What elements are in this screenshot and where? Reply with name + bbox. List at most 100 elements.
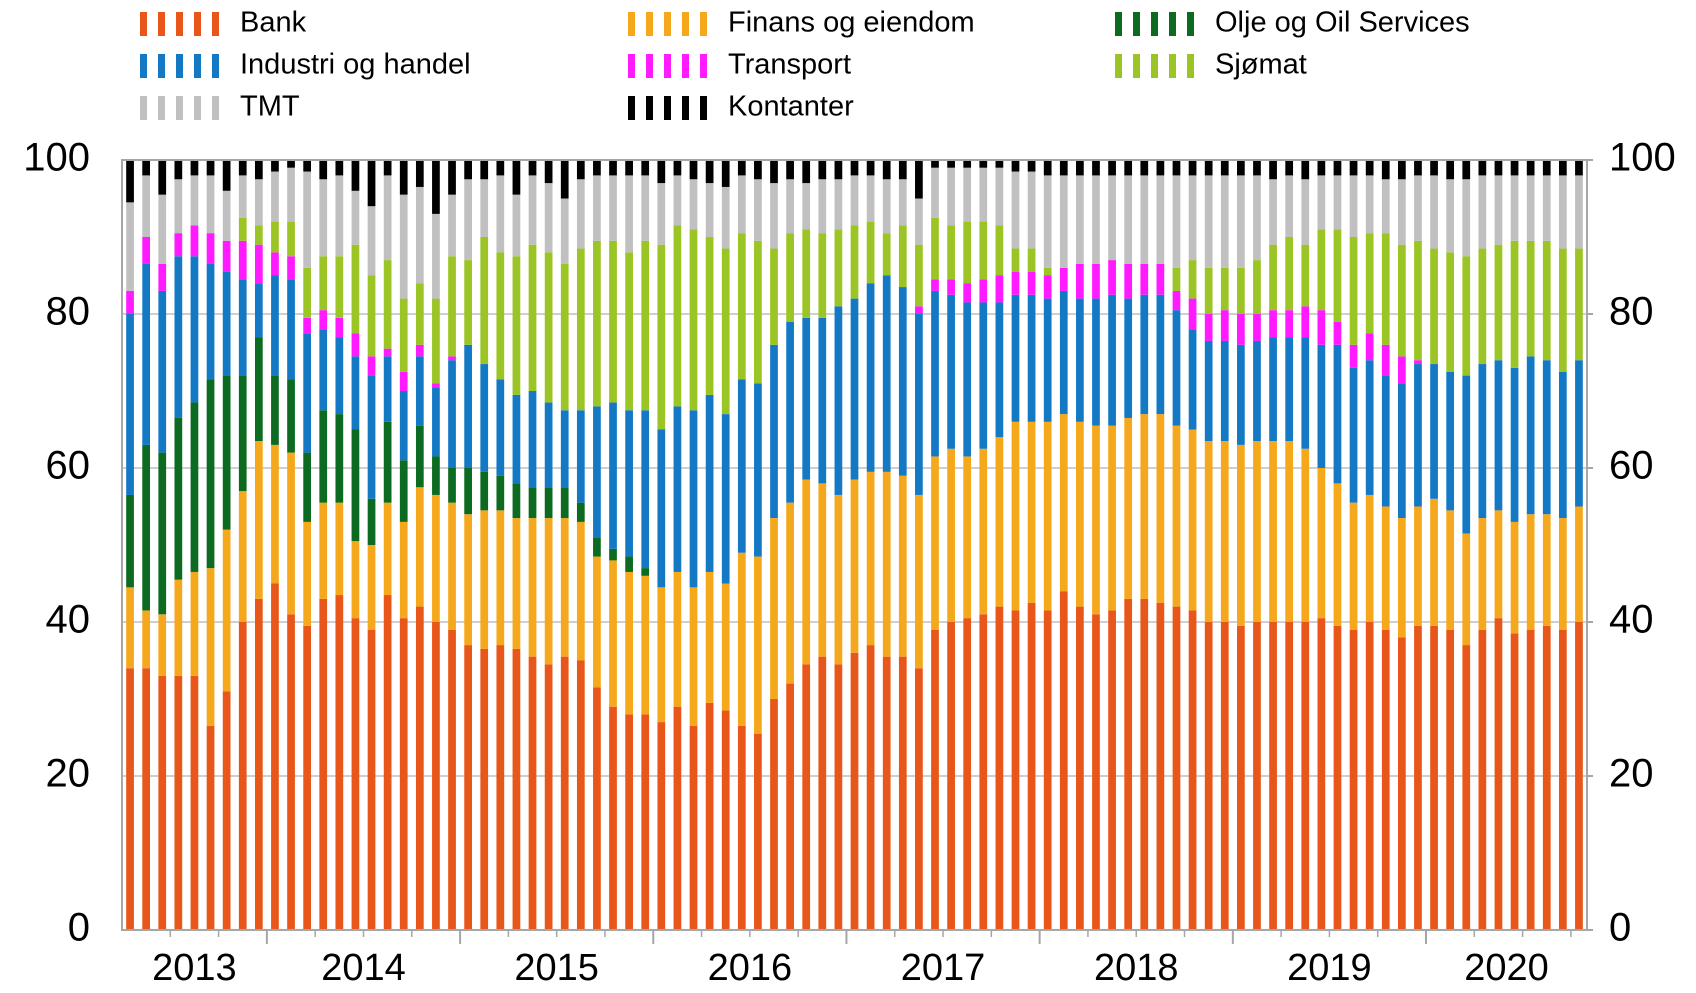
bar-segment — [1140, 294, 1149, 415]
y-tick-label: 100 — [23, 136, 90, 180]
bar-segment — [1076, 298, 1084, 422]
bar-segment — [1059, 290, 1068, 415]
bar-segment — [142, 668, 151, 930]
bar-segment — [367, 545, 376, 630]
bar-segment — [770, 699, 778, 930]
bar-segment — [1076, 606, 1084, 930]
bar-segment — [1092, 263, 1100, 299]
bar-segment — [254, 283, 263, 338]
bar-segment — [480, 160, 489, 180]
bar-segment — [657, 722, 666, 930]
bar-segment — [1575, 160, 1583, 176]
bar-segment — [1108, 610, 1116, 930]
bar-segment — [1011, 294, 1020, 422]
bar-segment — [303, 625, 312, 930]
bar-segment — [367, 275, 376, 357]
bar-segment — [528, 160, 537, 176]
bar-segment — [319, 160, 328, 180]
bar-segment — [1558, 175, 1567, 249]
bar-segment — [1124, 175, 1133, 264]
bar-segment — [399, 521, 408, 619]
bar-segment — [1317, 310, 1326, 345]
bar-segment — [1059, 591, 1068, 930]
bar-segment — [319, 256, 328, 311]
bar-segment — [1285, 160, 1294, 176]
bar-segment — [496, 175, 505, 253]
bar-segment — [1237, 625, 1245, 930]
bar-segment — [995, 437, 1004, 607]
bar-segment — [1172, 606, 1181, 930]
bar-segment — [1494, 175, 1503, 245]
bar-segment — [206, 160, 215, 176]
bar-segment — [158, 194, 167, 264]
bar-segment — [737, 233, 746, 380]
legend: Bank Finans og eiendom Olje og Oil Service… — [140, 7, 1470, 123]
bar-segment — [1269, 179, 1277, 245]
bar-segment — [1108, 175, 1116, 261]
bar-segment — [721, 414, 730, 584]
bar-segment — [287, 256, 295, 280]
bar-segment — [1414, 175, 1422, 241]
legend-swatch — [158, 54, 165, 78]
bar-segment — [1381, 375, 1390, 507]
bar-segment — [174, 579, 183, 676]
bar-segment — [689, 179, 698, 230]
bar-segment — [1027, 294, 1036, 422]
bar-segment — [834, 179, 843, 230]
bar-segment — [1526, 175, 1535, 241]
bar-segment — [834, 664, 843, 930]
bar-segment — [657, 429, 666, 588]
bar-segment — [1510, 240, 1519, 368]
y-tick-label: 0 — [68, 906, 90, 950]
bar-segment — [496, 252, 505, 380]
bar-segment — [657, 183, 666, 245]
bar-segment — [1301, 622, 1310, 930]
bar-segment — [1124, 298, 1133, 418]
y2-tick-label: 80 — [1609, 290, 1654, 334]
bar-segment — [238, 160, 247, 176]
bar-segment — [222, 160, 231, 191]
bar-segment — [335, 414, 344, 503]
bar-segment — [512, 256, 521, 395]
bar-segment — [560, 410, 569, 488]
y-tick-label: 40 — [46, 598, 91, 642]
bar-segment — [576, 521, 585, 661]
bar-segment — [1349, 502, 1358, 630]
bar-segment — [1269, 310, 1277, 338]
bar-segment — [1397, 160, 1406, 180]
bar-segment — [786, 160, 794, 180]
bar-segment — [1172, 290, 1181, 311]
bar-segment — [1526, 514, 1535, 630]
bar-segment — [126, 668, 134, 930]
bar-segment — [383, 502, 392, 596]
bar-segment — [351, 541, 360, 619]
bar-segment — [271, 444, 279, 584]
bar-segment — [190, 402, 199, 572]
bar-segment — [898, 656, 907, 930]
bar-segment — [1204, 622, 1213, 930]
bar-segment — [754, 179, 762, 241]
bar-segment — [882, 471, 891, 657]
bar-segment — [1253, 622, 1261, 930]
legend-item: TMT — [140, 91, 300, 123]
bar-segment — [786, 233, 794, 322]
bar-segment — [206, 568, 215, 726]
bar-segment — [142, 610, 151, 669]
bar-segment — [963, 160, 972, 168]
bar-segment — [415, 186, 424, 284]
bar-segment — [915, 244, 923, 307]
bar-segment — [1446, 371, 1455, 511]
legend-swatch — [194, 96, 201, 120]
bar-segment — [754, 383, 762, 557]
legend-label: Kontanter — [728, 91, 854, 123]
bar-segment — [303, 171, 312, 268]
bar-segment — [1349, 237, 1358, 345]
bar-segment — [1381, 344, 1390, 376]
bar-segment — [1156, 175, 1165, 264]
bar-segment — [947, 448, 955, 622]
bar-segment — [1494, 618, 1503, 930]
legend-item: Transport — [628, 49, 851, 81]
x-group-label: 2017 — [901, 947, 986, 988]
bar-segment — [737, 379, 746, 553]
bar-segment — [512, 648, 521, 930]
